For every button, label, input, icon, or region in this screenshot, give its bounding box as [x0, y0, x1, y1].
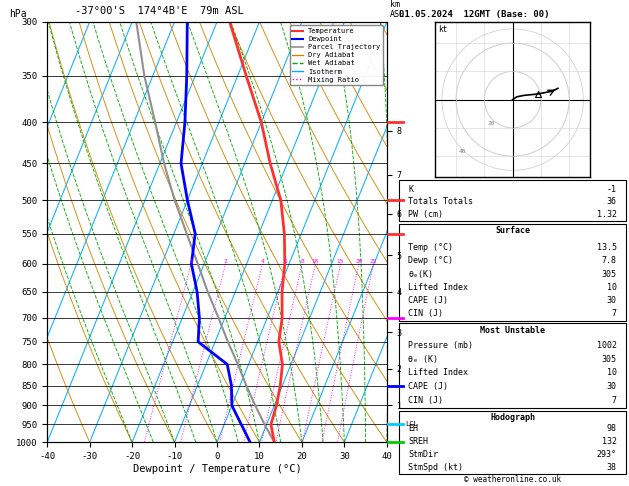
- Text: 305: 305: [602, 355, 617, 364]
- Text: 13.5: 13.5: [597, 243, 617, 252]
- Text: Totals Totals: Totals Totals: [408, 197, 474, 207]
- Text: -1: -1: [607, 185, 617, 193]
- Text: CIN (J): CIN (J): [408, 397, 443, 405]
- Text: Dewp (°C): Dewp (°C): [408, 256, 454, 265]
- Text: 293°: 293°: [597, 450, 617, 459]
- Text: 30: 30: [607, 382, 617, 391]
- Text: 30: 30: [607, 296, 617, 305]
- Text: 1.32: 1.32: [597, 210, 617, 219]
- Text: km
ASL: km ASL: [390, 0, 405, 19]
- Text: 15: 15: [337, 259, 344, 264]
- Text: 36: 36: [607, 197, 617, 207]
- Text: Lifted Index: Lifted Index: [408, 283, 469, 292]
- Text: CIN (J): CIN (J): [408, 310, 443, 318]
- Text: 10: 10: [312, 259, 320, 264]
- Text: LCL: LCL: [406, 421, 418, 427]
- X-axis label: Dewpoint / Temperature (°C): Dewpoint / Temperature (°C): [133, 464, 301, 474]
- Text: 4: 4: [260, 259, 264, 264]
- Text: StmSpd (kt): StmSpd (kt): [408, 463, 464, 472]
- Text: Surface: Surface: [495, 226, 530, 236]
- Text: StmDir: StmDir: [408, 450, 438, 459]
- Text: Temp (°C): Temp (°C): [408, 243, 454, 252]
- Text: CAPE (J): CAPE (J): [408, 382, 448, 391]
- Text: 132: 132: [602, 437, 617, 446]
- Text: Lifted Index: Lifted Index: [408, 368, 469, 378]
- Text: 38: 38: [607, 463, 617, 472]
- Text: hPa: hPa: [9, 9, 27, 19]
- Text: 1: 1: [189, 259, 193, 264]
- Text: 2: 2: [224, 259, 228, 264]
- Text: kt: kt: [438, 25, 447, 34]
- Text: PW (cm): PW (cm): [408, 210, 443, 219]
- Text: K: K: [408, 185, 413, 193]
- Text: 25: 25: [370, 259, 377, 264]
- Text: -37°00'S  174°4B'E  79m ASL: -37°00'S 174°4B'E 79m ASL: [75, 6, 244, 16]
- Text: 7.8: 7.8: [602, 256, 617, 265]
- Text: 10: 10: [607, 368, 617, 378]
- Text: 20: 20: [355, 259, 363, 264]
- Text: Pressure (mb): Pressure (mb): [408, 341, 474, 349]
- Text: EH: EH: [408, 424, 418, 433]
- Legend: Temperature, Dewpoint, Parcel Trajectory, Dry Adiabat, Wet Adiabat, Isotherm, Mi: Temperature, Dewpoint, Parcel Trajectory…: [289, 25, 383, 86]
- Text: © weatheronline.co.uk: © weatheronline.co.uk: [464, 474, 561, 484]
- Text: 98: 98: [607, 424, 617, 433]
- Text: 8: 8: [300, 259, 304, 264]
- Text: 7: 7: [612, 397, 617, 405]
- Text: 10: 10: [607, 283, 617, 292]
- Text: θₑ(K): θₑ(K): [408, 270, 433, 278]
- Text: 1002: 1002: [597, 341, 617, 349]
- Text: 40: 40: [459, 149, 467, 155]
- Text: CAPE (J): CAPE (J): [408, 296, 448, 305]
- Text: 20: 20: [487, 121, 494, 126]
- Text: θₑ (K): θₑ (K): [408, 355, 438, 364]
- Text: Hodograph: Hodograph: [490, 413, 535, 421]
- Text: 7: 7: [612, 310, 617, 318]
- Text: 01.05.2024  12GMT (Base: 00): 01.05.2024 12GMT (Base: 00): [399, 10, 550, 19]
- Text: SREH: SREH: [408, 437, 428, 446]
- Text: 6: 6: [284, 259, 287, 264]
- Text: 305: 305: [602, 270, 617, 278]
- Text: Most Unstable: Most Unstable: [480, 326, 545, 335]
